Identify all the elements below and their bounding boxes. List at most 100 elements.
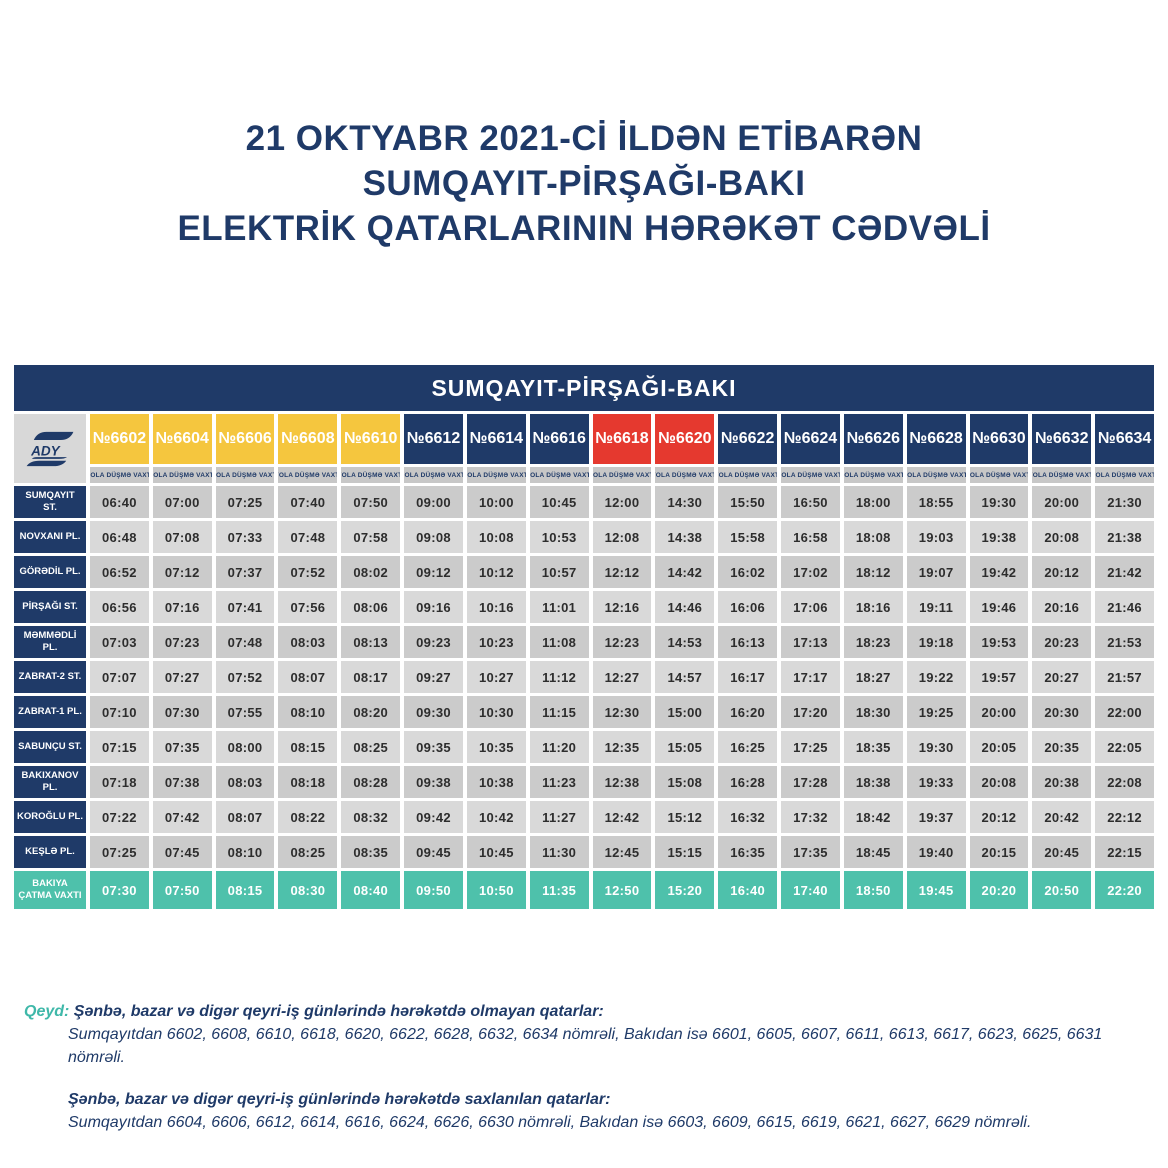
time-cell: 08:00 [215, 731, 275, 763]
notes-section: Qeyd: Şənbə, bazar və digər qeyri-iş gün… [24, 1000, 1154, 1134]
time-cell: 07:45 [152, 836, 212, 868]
time-cell: 20:15 [969, 836, 1029, 868]
time-cell: 19:25 [906, 696, 966, 728]
time-cell: 15:08 [655, 766, 715, 798]
route-banner: SUMQAYIT-PİRŞAĞI-BAKI [14, 365, 1154, 411]
arrival-time-cell: 09:50 [404, 871, 463, 909]
time-cell: 07:25 [215, 486, 275, 518]
time-cell: 14:57 [655, 661, 715, 693]
time-cell: 20:12 [1032, 556, 1092, 588]
time-cell: 19:46 [969, 591, 1029, 623]
time-cell: 07:48 [215, 626, 275, 658]
time-cell: 19:30 [969, 486, 1029, 518]
time-cell: 20:16 [1032, 591, 1092, 623]
time-cell: 16:58 [781, 521, 840, 553]
time-cell: 17:28 [781, 766, 840, 798]
arrival-time-cell: 19:45 [906, 871, 966, 909]
time-cell: 16:28 [718, 766, 778, 798]
time-cell: 21:57 [1095, 661, 1154, 693]
time-cell: 20:00 [1032, 486, 1092, 518]
time-cell: 09:27 [404, 661, 463, 693]
time-cell: 10:00 [466, 486, 526, 518]
time-cell: 11:08 [529, 626, 589, 658]
departure-time-label: YOLA DÜŞMƏ VAXTI [781, 467, 840, 483]
departure-time-label: YOLA DÜŞMƏ VAXTI [404, 467, 463, 483]
timetable-grid: ADY №6602 №6604 №6606 №6608 №6610 №6612 №6614 №… [14, 414, 1154, 909]
title-line-1: 21 OKTYABR 2021-Cİ İLDƏN ETİBARƏN [245, 119, 923, 158]
time-cell: 15:15 [655, 836, 715, 868]
time-cell: 18:00 [843, 486, 903, 518]
time-cell: 12:08 [592, 521, 652, 553]
arrival-time-cell: 15:20 [655, 871, 715, 909]
train-number-header: №6634 [1095, 414, 1154, 464]
departure-time-label: YOLA DÜŞMƏ VAXTI [718, 467, 778, 483]
station-label-line: BAKIYA [32, 878, 68, 890]
time-cell: 07:33 [215, 521, 275, 553]
arrival-time-cell: 20:20 [969, 871, 1029, 909]
station-label: PİRŞAĞI ST. [14, 591, 86, 623]
time-cell: 17:20 [781, 696, 840, 728]
time-cell: 06:40 [90, 486, 149, 518]
time-cell: 08:25 [341, 731, 401, 763]
train-number-header: №6616 [529, 414, 589, 464]
time-cell: 12:38 [592, 766, 652, 798]
time-cell: 19:38 [969, 521, 1029, 553]
note-1-body: Sumqayıtdan 6602, 6608, 6610, 6618, 6620… [68, 1026, 1103, 1067]
time-cell: 17:06 [781, 591, 840, 623]
page-title: 21 OKTYABR 2021-Cİ İLDƏN ETİBARƏN SUMQAY… [0, 116, 1168, 251]
arrival-time-cell: 08:40 [341, 871, 401, 909]
time-cell: 08:15 [278, 731, 338, 763]
time-cell: 08:02 [341, 556, 401, 588]
departure-time-label: YOLA DÜŞMƏ VAXTI [90, 467, 149, 483]
time-cell: 07:38 [152, 766, 212, 798]
time-cell: 10:27 [466, 661, 526, 693]
arrival-time-cell: 08:30 [278, 871, 338, 909]
time-cell: 20:42 [1032, 801, 1092, 833]
arrival-time-cell: 11:35 [529, 871, 589, 909]
arrival-time-cell: 18:50 [843, 871, 903, 909]
time-cell: 18:08 [843, 521, 903, 553]
time-cell: 17:25 [781, 731, 840, 763]
time-cell: 16:13 [718, 626, 778, 658]
time-cell: 07:25 [90, 836, 149, 868]
train-number-header: №6608 [278, 414, 338, 464]
station-label-line: ZABRAT-1 PL. [18, 706, 82, 718]
station-label-line: BAKIXANOV [21, 770, 79, 782]
time-cell: 21:30 [1095, 486, 1154, 518]
time-cell: 14:38 [655, 521, 715, 553]
time-cell: 11:23 [529, 766, 589, 798]
time-cell: 12:12 [592, 556, 652, 588]
time-cell: 19:18 [906, 626, 966, 658]
arrival-time-cell: 08:15 [215, 871, 275, 909]
time-cell: 06:48 [90, 521, 149, 553]
time-cell: 16:25 [718, 731, 778, 763]
train-number-header: №6610 [341, 414, 401, 464]
time-cell: 10:08 [466, 521, 526, 553]
time-cell: 16:32 [718, 801, 778, 833]
station-label-line: ZABRAT-2 ST. [18, 671, 82, 683]
departure-time-label: YOLA DÜŞMƏ VAXTI [529, 467, 589, 483]
arrival-time-cell: 20:50 [1032, 871, 1092, 909]
time-cell: 10:35 [466, 731, 526, 763]
departure-time-label: YOLA DÜŞMƏ VAXTI [152, 467, 212, 483]
departure-time-label: YOLA DÜŞMƏ VAXTI [843, 467, 903, 483]
time-cell: 10:38 [466, 766, 526, 798]
time-cell: 07:18 [90, 766, 149, 798]
station-label-line: PİRŞAĞI ST. [22, 601, 78, 613]
time-cell: 14:30 [655, 486, 715, 518]
station-label: BAKIXANOV PL. [14, 766, 86, 798]
time-cell: 18:16 [843, 591, 903, 623]
train-number-header: №6618 [592, 414, 652, 464]
station-label: KOROĞLU PL. [14, 801, 86, 833]
train-number-header: №6604 [152, 414, 212, 464]
time-cell: 20:27 [1032, 661, 1092, 693]
train-number-header: №6628 [906, 414, 966, 464]
time-cell: 20:12 [969, 801, 1029, 833]
time-cell: 08:35 [341, 836, 401, 868]
time-cell: 10:45 [529, 486, 589, 518]
time-cell: 12:30 [592, 696, 652, 728]
station-label: SABUNÇU ST. [14, 731, 86, 763]
time-cell: 07:40 [278, 486, 338, 518]
time-cell: 15:58 [718, 521, 778, 553]
time-cell: 16:20 [718, 696, 778, 728]
